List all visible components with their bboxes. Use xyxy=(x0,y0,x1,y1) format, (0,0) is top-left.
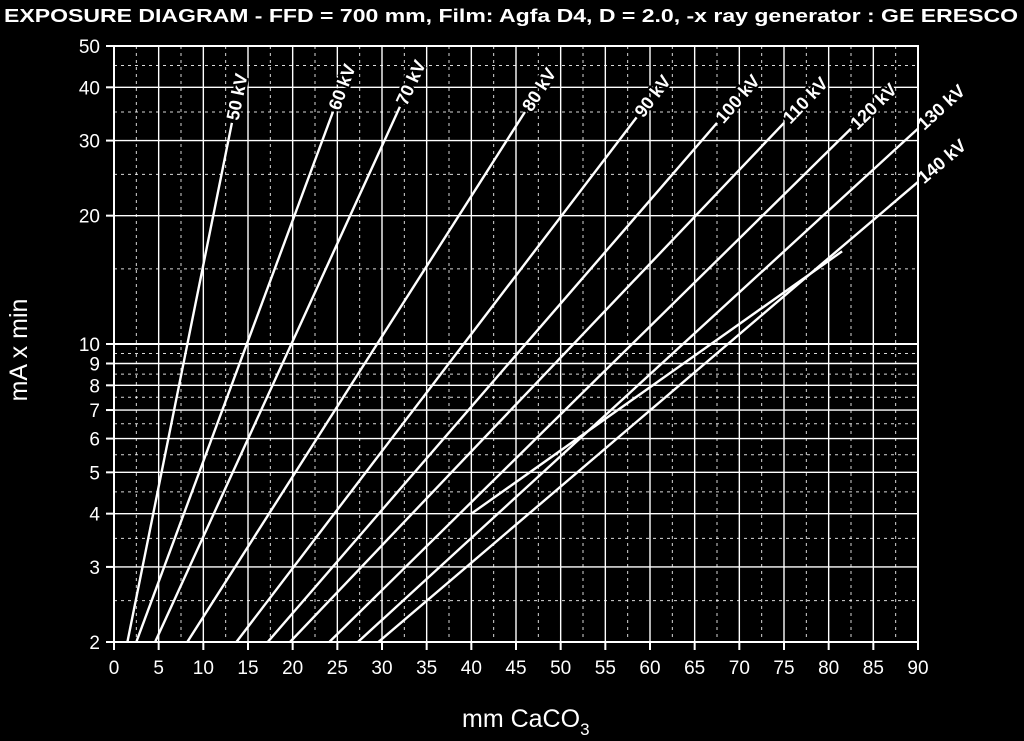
x-tick-label: 75 xyxy=(773,658,794,679)
x-axis-label-main: mm CaCO xyxy=(462,705,580,733)
x-tick-label: 85 xyxy=(863,658,884,679)
x-axis-label: mm CaCO3 xyxy=(462,705,590,739)
y-axis-label: mA x min xyxy=(5,299,33,402)
y-tick-label: 7 xyxy=(89,401,100,422)
y-tick-label: 50 xyxy=(79,37,100,58)
series-line-unlabeled xyxy=(470,250,843,515)
x-tick-label: 20 xyxy=(282,658,303,679)
x-tick-label: 60 xyxy=(639,658,660,679)
y-tick-label: 10 xyxy=(79,335,100,356)
x-tick-label: 5 xyxy=(153,658,164,679)
x-tick-label: 50 xyxy=(550,658,571,679)
series-label-130-kv: 130 kV xyxy=(913,81,969,134)
series-label-110-kv: 110 kV xyxy=(779,73,832,127)
x-tick-label: 25 xyxy=(327,658,348,679)
x-axis-label-subscript: 3 xyxy=(580,720,589,739)
x-tick-label: 0 xyxy=(109,658,120,679)
series-label-80-kv: 80 kV xyxy=(518,64,560,114)
x-tick-label: 15 xyxy=(237,658,258,679)
series-label-50-kv: 50 kV xyxy=(223,72,252,122)
x-tick-label: 45 xyxy=(505,658,526,679)
y-tick-label: 9 xyxy=(89,355,100,376)
x-tick-label: 65 xyxy=(684,658,705,679)
grid xyxy=(106,45,919,650)
series-line-110-kv xyxy=(289,122,785,643)
y-tick-label: 8 xyxy=(89,376,100,397)
series-line-130-kv xyxy=(357,127,919,643)
series-label-140-kv: 140 kV xyxy=(914,135,970,187)
y-tick-label: 2 xyxy=(89,633,100,654)
chart-title: EXPOSURE DIAGRAM - FFD = 700 mm, Film: A… xyxy=(4,6,1018,26)
x-tick-label: 55 xyxy=(595,658,616,679)
series-line-100-kv xyxy=(266,122,718,643)
series-line-80-kv xyxy=(186,111,526,643)
series-line-50-kv xyxy=(126,122,234,643)
y-tick-label: 6 xyxy=(89,430,100,451)
plot-frame xyxy=(113,45,919,643)
x-tick-label: 35 xyxy=(416,658,437,679)
y-tick-label: 20 xyxy=(79,207,100,228)
y-tick-label: 3 xyxy=(89,558,100,579)
series-label-90-kv: 90 kV xyxy=(630,72,674,122)
x-tick-label: 10 xyxy=(193,658,214,679)
y-tick-label: 40 xyxy=(79,78,100,99)
series-line-70-kv xyxy=(154,106,401,643)
series-line-90-kv xyxy=(235,116,638,643)
x-tick-label: 70 xyxy=(729,658,750,679)
series-label-70-kv: 70 kV xyxy=(392,57,430,108)
x-tick-label: 40 xyxy=(461,658,482,679)
y-tick-label: 4 xyxy=(89,505,100,526)
series-label-100-kv: 100 kV xyxy=(711,71,763,127)
series-line-140-kv xyxy=(377,180,919,643)
series-labels: 50 kV 60 kV 70 kV 80 kV 90 kV 100 kV 110 kV 120… xyxy=(221,55,972,189)
series-line-120-kv xyxy=(328,127,852,643)
series-line-60-kv xyxy=(135,111,335,643)
y-tick-label: 30 xyxy=(79,132,100,153)
y-tick-label: 5 xyxy=(89,463,100,484)
x-tick-label: 30 xyxy=(371,658,392,679)
x-tick-label: 90 xyxy=(907,658,928,679)
tick-labels: 0 5 10 15 20 25 30 35 40 45 50 55 60 65 70 75 80 85 902345… xyxy=(79,37,929,679)
x-tick-label: 80 xyxy=(818,658,839,679)
series-lines xyxy=(126,106,919,643)
